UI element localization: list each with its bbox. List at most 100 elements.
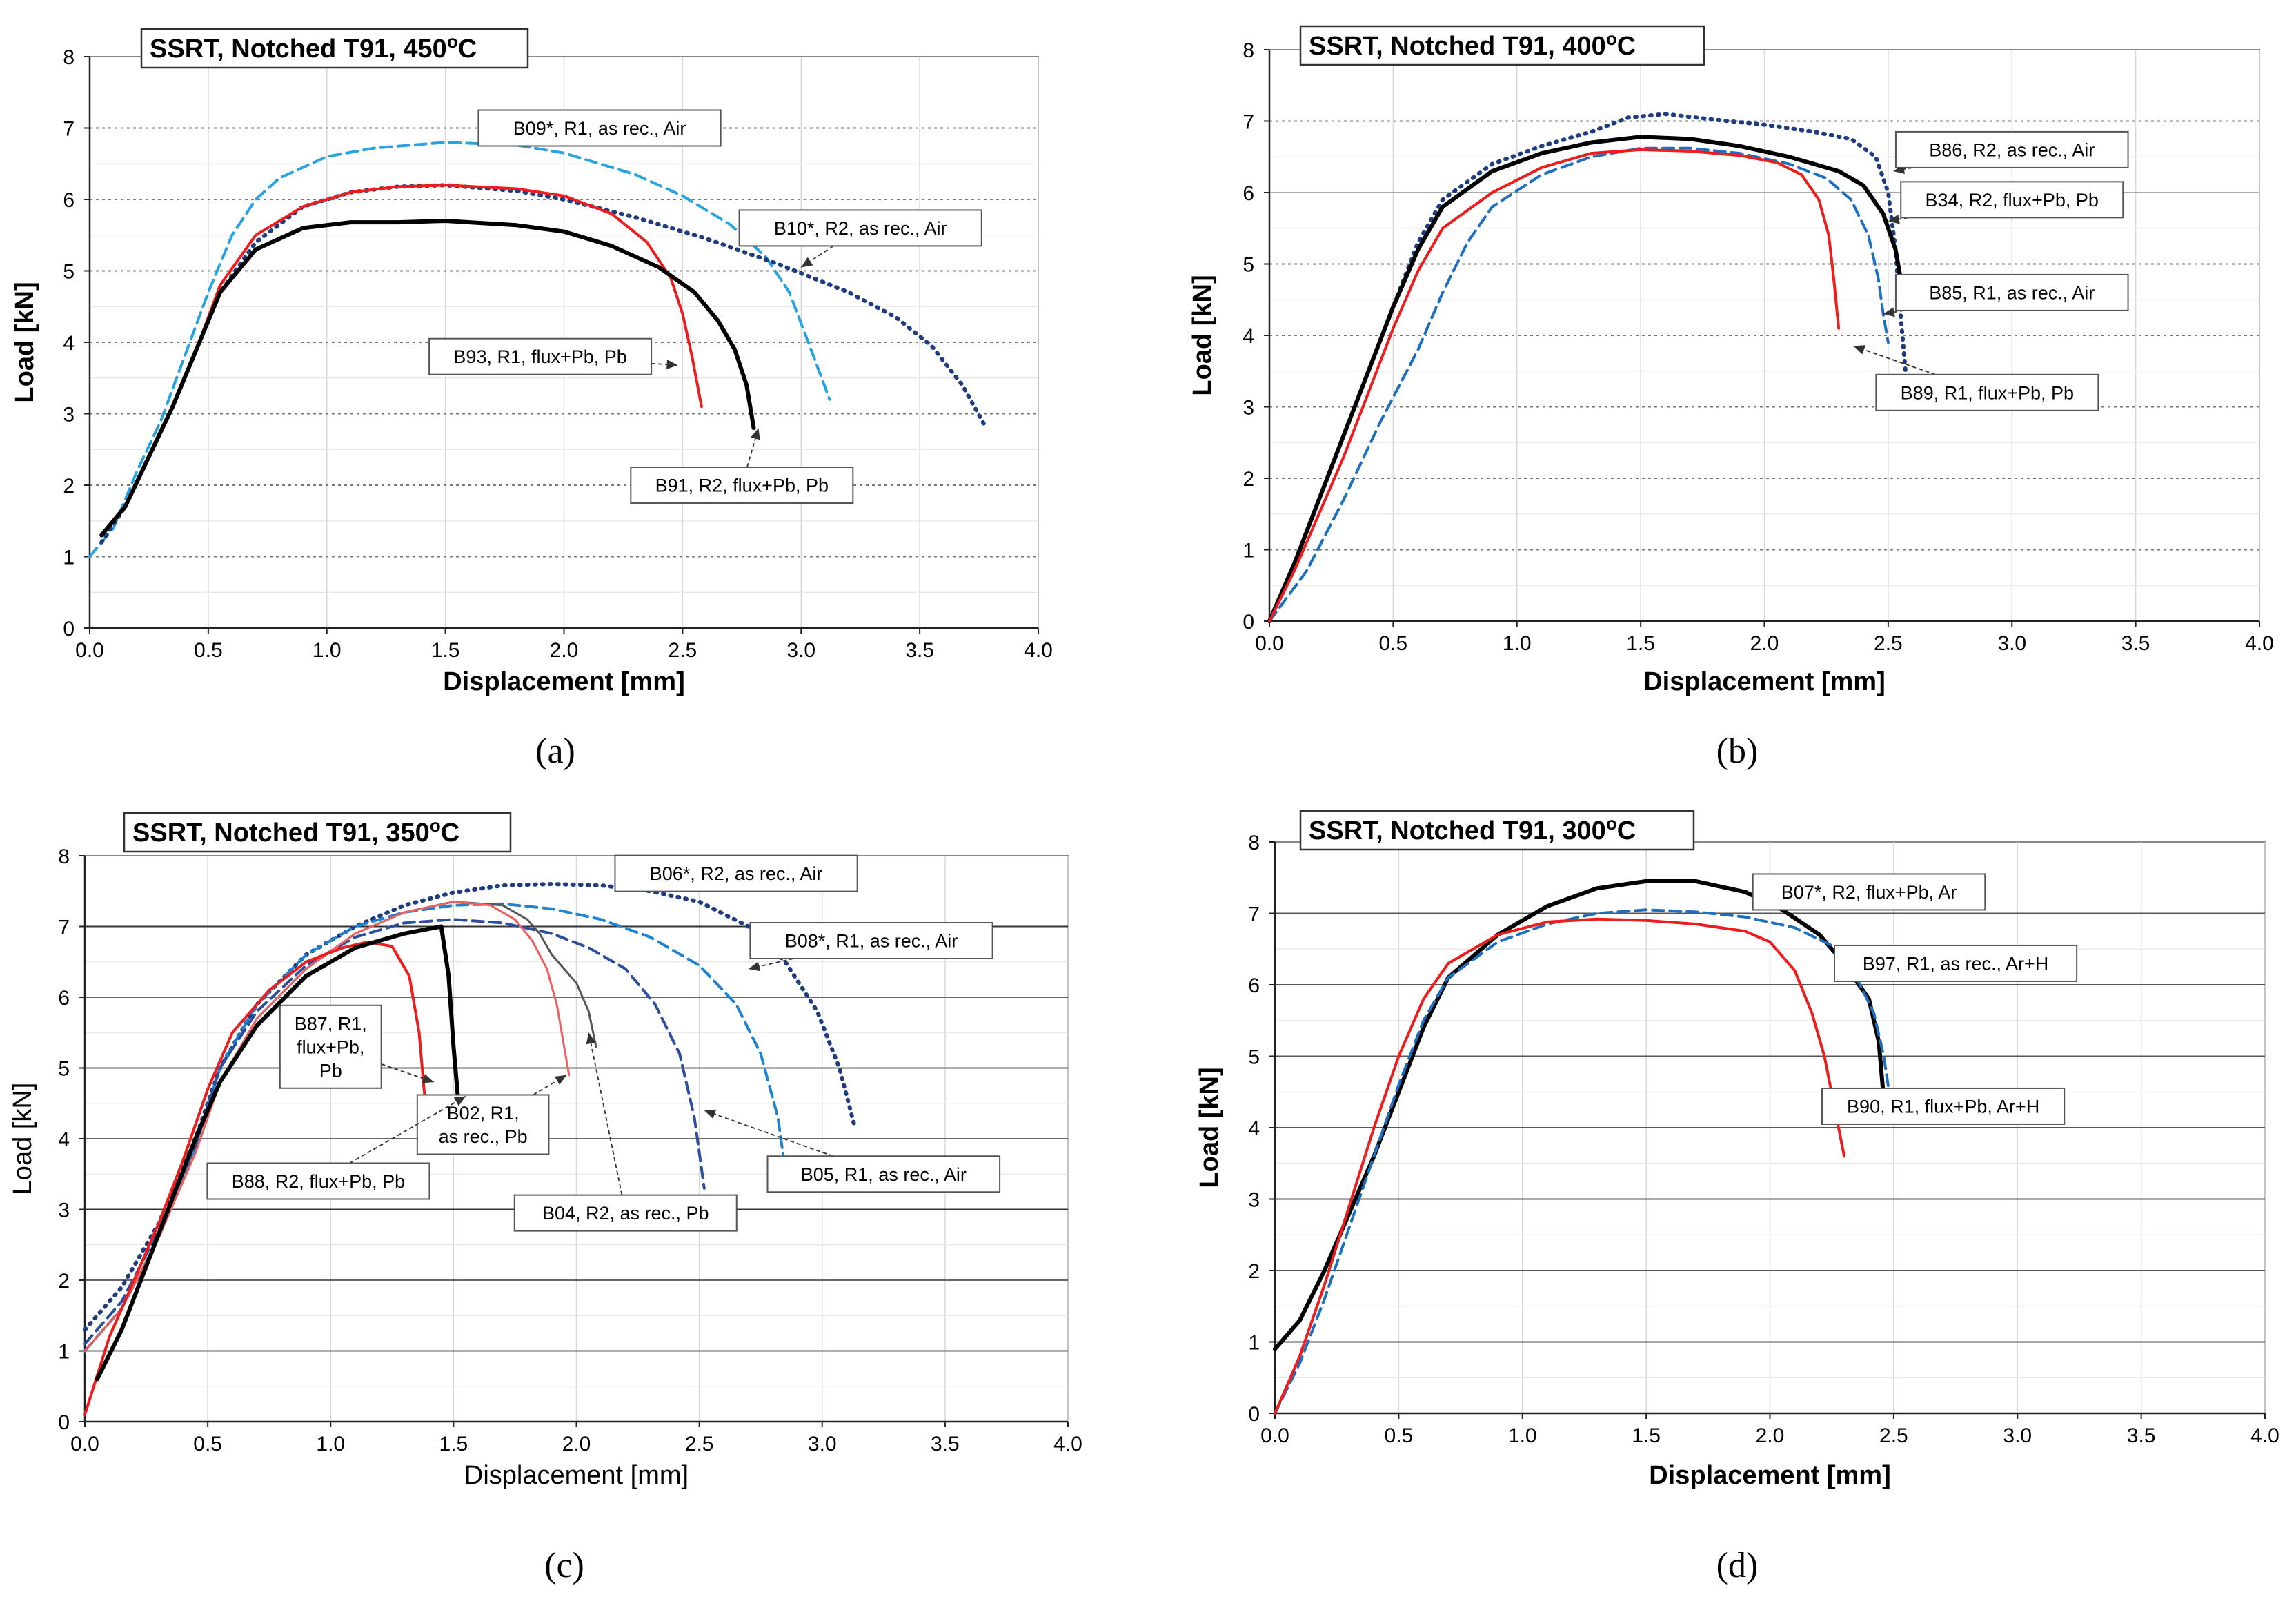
panel-caption: (b)	[1716, 732, 1759, 771]
x-tick-label: 2.0	[1750, 632, 1779, 655]
y-tick-label: 8	[58, 845, 70, 868]
annotation-arrowhead	[453, 1096, 466, 1106]
y-axis-label: Load [kN]	[1188, 275, 1217, 395]
x-tick-label: 2.0	[1756, 1424, 1785, 1447]
y-tick-label: 7	[1248, 903, 1260, 926]
x-tick-label: 3.5	[2127, 1424, 2156, 1447]
annotation-box	[766, 1155, 1001, 1193]
series-annotation: B91, R2, flux+Pb, Pb	[655, 475, 829, 496]
x-tick-label: 4.0	[1024, 639, 1053, 662]
chart-title: SSRT, Notched T91, 300oC	[1309, 813, 1636, 845]
annotation-arrowhead	[554, 1075, 567, 1085]
y-tick-label: 3	[1248, 1189, 1260, 1212]
y-tick-label: 0	[63, 618, 75, 640]
x-tick-label: 1.0	[1503, 632, 1532, 655]
x-axis-label: Displacement [mm]	[1643, 667, 1886, 696]
y-tick-label: 6	[63, 189, 75, 212]
y-tick-label: 5	[1243, 254, 1254, 277]
x-tick-label: 4.0	[1053, 1433, 1082, 1455]
annotation-box	[630, 467, 854, 504]
x-tick-label: 3.0	[2003, 1424, 2032, 1447]
x-tick-label: 3.0	[1997, 632, 2026, 655]
series-annotation: B88, R2, flux+Pb, Pb	[232, 1171, 405, 1192]
y-tick-label: 5	[63, 261, 75, 284]
annotation-arrowhead	[666, 360, 678, 370]
series-annotation: B34, R2, flux+Pb, Pb	[1926, 190, 2099, 210]
annotation-arrowhead	[704, 1109, 717, 1119]
series-annotation: B07*, R2, flux+Pb, Ar	[1781, 882, 1957, 903]
x-tick-label: 3.5	[931, 1433, 960, 1455]
annotation-box	[1821, 1087, 2066, 1125]
y-tick-label: 7	[1243, 111, 1254, 134]
annotation-box	[206, 1162, 430, 1200]
y-tick-label: 4	[1248, 1117, 1260, 1140]
y-tick-label: 2	[1243, 468, 1254, 491]
y-tick-label: 4	[1243, 325, 1254, 348]
x-tick-label: 0.5	[1379, 632, 1408, 655]
y-axis-label: Load [kN]	[10, 282, 39, 402]
x-tick-label: 0.0	[70, 1433, 99, 1455]
series-line-B34	[1267, 135, 1906, 623]
series-line-B02	[83, 901, 571, 1352]
series-annotation: B89, R1, flux+Pb, Pb	[1901, 382, 2074, 403]
x-axis-label: Displacement [mm]	[464, 1461, 689, 1490]
y-tick-label: 0	[58, 1411, 70, 1434]
y-tick-label: 2	[58, 1270, 70, 1293]
chart-title-box	[123, 812, 512, 853]
y-tick-label: 1	[58, 1341, 70, 1364]
y-tick-label: 5	[58, 1058, 70, 1081]
annotation-box	[1900, 181, 2124, 219]
y-tick-label: 8	[63, 46, 75, 69]
y-tick-label: 5	[1248, 1046, 1260, 1069]
y-tick-label: 6	[58, 987, 70, 1010]
panel-caption: (a)	[535, 732, 575, 771]
series-annotation: B87, R1, flux+Pb, Pb	[295, 1013, 367, 1081]
x-tick-label: 2.0	[562, 1433, 591, 1455]
series-annotation: B10*, R2, as rec., Air	[774, 218, 947, 239]
x-tick-label: 1.0	[316, 1433, 345, 1455]
series-line-B88	[95, 924, 461, 1382]
annotation-arrowhead	[748, 961, 761, 972]
annotation-leader	[588, 1032, 623, 1195]
chart-panel-b: 0.0 0.5 1.0 1.5 2.0 2.5 3.0 3.5 4.0 0 1 2 3 4 5 6 7 8 Disp…	[1188, 25, 2274, 771]
series-annotation: B08*, R1, as rec., Air	[785, 931, 958, 952]
series-annotation: B86, R2, as rec., Air	[1929, 139, 2095, 160]
y-tick-label: 0	[1243, 611, 1254, 634]
annotation-leader	[1853, 345, 1936, 375]
y-tick-label: 2	[63, 475, 75, 498]
y-axis-label: Load [kN]	[1195, 1067, 1224, 1188]
annotation-box	[428, 337, 653, 375]
panel-caption: (d)	[1716, 1546, 1759, 1585]
x-tick-label: 0.5	[1385, 1424, 1414, 1447]
chart-panel-a: 0.0 0.5 1.0 1.5 2.0 2.5 3.0 3.5 4.0 0 1 2 3 4 5 6 7 8 Disp…	[10, 28, 1053, 771]
x-tick-label: 1.5	[431, 639, 460, 662]
chart-title: SSRT, Notched T91, 400oC	[1309, 28, 1636, 61]
annotation-box	[279, 1004, 382, 1089]
series-annotation: B93, R1, flux+Pb, Pb	[453, 346, 626, 367]
x-tick-label: 1.5	[439, 1433, 468, 1455]
x-tick-label: 1.0	[313, 639, 342, 662]
series-line-B87	[83, 941, 430, 1416]
y-tick-label: 1	[1243, 540, 1254, 562]
x-tick-label: 0.5	[194, 639, 223, 662]
series-annotation: B04, R2, as rec., Pb	[542, 1203, 709, 1224]
x-tick-label: 4.0	[2245, 632, 2274, 655]
y-tick-label: 7	[58, 916, 70, 939]
x-tick-label: 2.5	[685, 1433, 714, 1455]
panel-caption: (c)	[544, 1546, 584, 1585]
x-axis-label: Displacement [mm]	[1649, 1461, 1891, 1490]
x-tick-label: 0.0	[75, 639, 104, 662]
y-tick-label: 8	[1248, 832, 1260, 854]
y-tick-label: 7	[63, 118, 75, 141]
chart-title-box	[140, 28, 529, 69]
x-tick-label: 0.0	[1255, 632, 1284, 655]
annotation-arrowhead	[1853, 345, 1866, 355]
annotation-arrowhead	[1883, 307, 1895, 317]
y-tick-label: 3	[1243, 397, 1254, 420]
series-annotation: B97, R1, as rec., Ar+H	[1863, 953, 2048, 974]
y-tick-label: 1	[1248, 1332, 1260, 1355]
x-tick-label: 0.0	[1260, 1424, 1289, 1447]
annotation-leader	[381, 1063, 435, 1083]
series-line-B90	[1274, 917, 1846, 1415]
y-tick-label: 4	[63, 332, 75, 355]
